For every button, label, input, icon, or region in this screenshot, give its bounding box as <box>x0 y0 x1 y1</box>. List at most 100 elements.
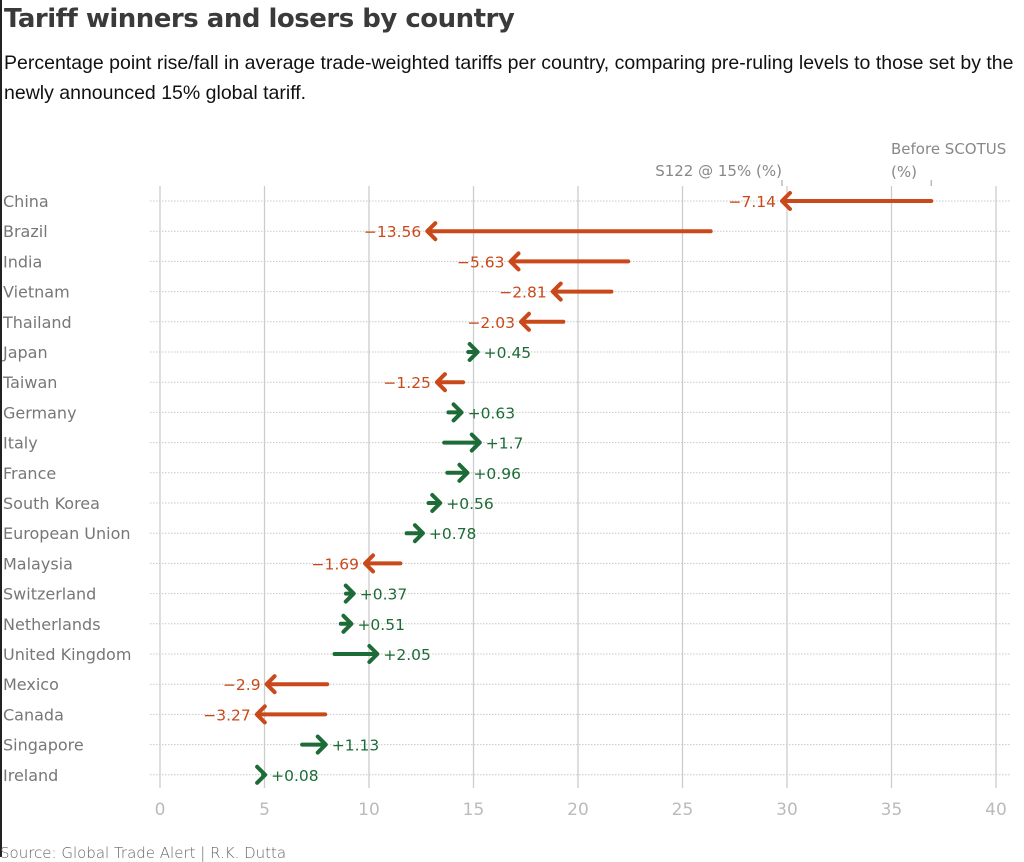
x-tick-label: 5 <box>259 800 270 820</box>
change-label: +0.08 <box>271 767 319 785</box>
arrow-head <box>469 432 482 453</box>
change-label: +0.45 <box>484 344 532 362</box>
arrow-mark <box>338 613 354 634</box>
legend-before-label: Before SCOTUS <box>891 140 1006 158</box>
arrow-mark <box>442 432 482 453</box>
country-label: Malaysia <box>3 554 73 573</box>
arrow-head <box>255 764 268 785</box>
change-label: −13.56 <box>364 223 421 241</box>
country-label: Ireland <box>3 766 58 785</box>
change-label: +0.37 <box>360 586 408 604</box>
arrow-mark <box>363 553 403 574</box>
arrow-head <box>430 493 443 513</box>
country-label: United Kingdom <box>3 645 131 664</box>
change-label: −2.9 <box>223 676 261 694</box>
source-note: Source: Global Trade Alert | R.K. Dutta <box>0 844 287 862</box>
arrow-head <box>457 462 470 483</box>
country-label: Netherlands <box>3 615 101 634</box>
arrow-head <box>367 644 380 664</box>
legend-after-label: S122 @ 15% (%) <box>655 162 782 180</box>
change-label: +0.63 <box>468 404 516 422</box>
country-label: South Korea <box>3 494 100 513</box>
arrow-head <box>264 674 277 695</box>
arrow-mark <box>779 191 934 211</box>
change-label: +0.51 <box>357 616 405 634</box>
arrow-mark <box>425 221 713 242</box>
change-label: −7.14 <box>728 193 776 211</box>
change-label: +0.96 <box>473 465 520 483</box>
country-label: Thailand <box>2 313 72 332</box>
arrow-head <box>434 372 447 393</box>
frame-edge <box>0 0 2 857</box>
x-tick-label: 10 <box>358 800 380 820</box>
change-label: +1.7 <box>486 435 524 453</box>
arrow-mark <box>434 372 466 393</box>
arrow-mark <box>518 311 566 332</box>
change-label: −5.63 <box>457 253 505 271</box>
change-label: +2.05 <box>383 646 431 664</box>
change-label: +0.56 <box>446 495 494 513</box>
change-label: +1.13 <box>332 737 380 755</box>
arrow-mark <box>254 704 328 725</box>
legend: S122 @ 15% (%) Before SCOTUS (%) <box>655 140 1006 186</box>
country-label: India <box>3 252 42 271</box>
arrow-head <box>518 311 531 332</box>
arrow-mark <box>426 493 443 513</box>
country-label: Mexico <box>3 675 59 694</box>
x-axis: 0 5 10 15 20 25 30 35 40 <box>155 800 1007 820</box>
arrow-mark <box>404 523 425 544</box>
change-label: −2.03 <box>467 314 515 332</box>
country-label: Japan <box>2 343 48 362</box>
change-label: −2.81 <box>499 284 547 302</box>
country-label: Taiwan <box>2 373 57 392</box>
country-label: Canada <box>3 705 64 724</box>
x-tick-label: 20 <box>567 800 589 820</box>
arrow-head <box>425 221 438 242</box>
x-tick-label: 0 <box>155 800 166 820</box>
change-label: −3.27 <box>203 706 251 724</box>
x-tick-label: 15 <box>463 800 485 820</box>
arrow-head <box>254 704 267 725</box>
country-label: France <box>3 464 56 483</box>
country-label: Singapore <box>3 736 84 755</box>
arrow-head <box>315 734 328 755</box>
chart-title: Tariff winners and losers by country <box>4 4 515 34</box>
arrow-head <box>779 191 792 211</box>
arrow-head <box>343 583 356 604</box>
arrow-mark <box>264 674 330 695</box>
arrow-mark <box>508 251 631 272</box>
arrow-mark <box>332 644 380 664</box>
arrow-head <box>363 553 376 574</box>
country-label: Italy <box>3 434 38 453</box>
arrow-mark <box>446 402 464 423</box>
x-tick-label: 30 <box>776 800 798 820</box>
x-tick-label: 35 <box>881 800 903 820</box>
arrow-head <box>412 523 425 544</box>
x-tick-label: 40 <box>985 800 1007 820</box>
arrow-mark <box>343 583 356 604</box>
country-label: European Union <box>3 524 131 543</box>
change-label: −1.69 <box>312 555 360 573</box>
change-label: +0.78 <box>429 525 477 543</box>
chart-subtitle: Percentage point rise/fall in average tr… <box>4 52 1014 104</box>
arrow-head <box>550 281 563 302</box>
legend-before-unit: (%) <box>891 163 917 181</box>
arrow-mark <box>466 342 480 362</box>
x-tick-label: 25 <box>672 800 694 820</box>
arrow-head <box>467 342 480 362</box>
arrow-mark <box>300 734 328 755</box>
arrow-head <box>508 251 521 272</box>
arrow-mark <box>445 462 470 483</box>
arrow-head <box>341 613 354 634</box>
arrow-mark <box>550 281 614 302</box>
change-label: −1.25 <box>383 374 431 392</box>
rows: China −7.14 Brazil −13.56 India −5.63 Vietnam −… <box>2 191 934 785</box>
country-label: China <box>3 192 49 211</box>
country-label: Germany <box>3 403 77 422</box>
country-label: Vietnam <box>3 283 70 302</box>
gridlines <box>150 186 1010 788</box>
arrow-head <box>451 402 464 423</box>
arrow-mark <box>255 764 268 785</box>
country-label: Switzerland <box>3 585 96 604</box>
